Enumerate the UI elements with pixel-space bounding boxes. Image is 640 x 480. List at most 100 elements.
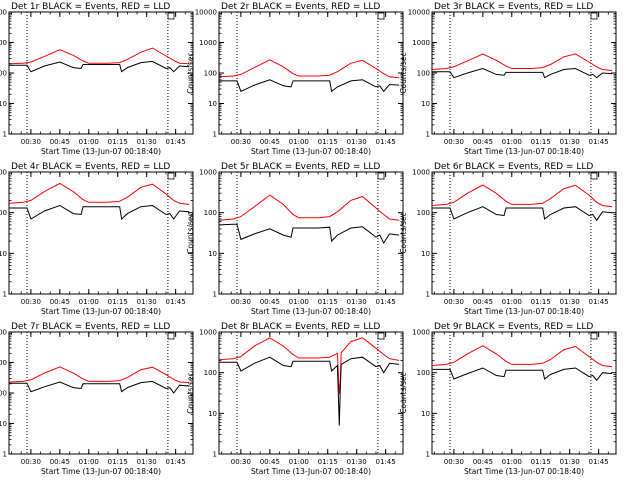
y-tick-label: 100 <box>417 70 430 78</box>
x-tick-label: 00:30 <box>231 138 251 146</box>
x-tick-label: 00:45 <box>260 298 280 306</box>
y-tick-label: 10000 <box>195 9 217 17</box>
x-tick-label: 01:00 <box>502 298 522 306</box>
x-axis-label: Start Time (13-Jun-07 00:18:40) <box>251 467 371 476</box>
x-tick-label: 00:30 <box>444 298 464 306</box>
x-axis-label: Start Time (13-Jun-07 00:18:40) <box>251 147 371 156</box>
chart-title: Det 3r BLACK = Events, RED = LLD <box>434 2 593 12</box>
plot-frame <box>8 171 194 295</box>
x-tick-label: 00:45 <box>50 138 70 146</box>
y-tick-label: 1000 <box>412 39 430 47</box>
x-tick-label: 00:30 <box>231 298 251 306</box>
chart-panel: Det 7r BLACK = Events, RED = LLD 1 10 100 10… <box>0 322 194 476</box>
chart-panel: Det 9r BLACK = Events, RED = LLD 1 10 100 10… <box>399 322 617 476</box>
chart-panel: Det 6r BLACK = Events, RED = LLD 1 10 100 10… <box>399 162 617 316</box>
x-tick-label: 01:00 <box>79 138 99 146</box>
y-tick-label: 100 <box>204 70 217 78</box>
x-tick-label: 01:30 <box>560 298 580 306</box>
x-tick-label: 00:45 <box>473 458 493 466</box>
x-tick-label: 00:45 <box>473 138 493 146</box>
y-tick-label: 100 <box>0 70 7 78</box>
x-tick-label: 00:45 <box>473 298 493 306</box>
lld-series-line <box>9 366 190 384</box>
x-tick-label: 01:45 <box>376 458 396 466</box>
events-series-line <box>432 367 613 382</box>
x-tick-label: 00:45 <box>260 138 280 146</box>
x-tick-label: 01:30 <box>347 298 367 306</box>
y-tick-label: 100 <box>417 369 430 377</box>
x-tick-label: 01:30 <box>347 138 367 146</box>
lld-series-line <box>219 194 400 221</box>
y-axis-label: Counts/sec <box>186 212 195 253</box>
y-tick-label: 1 <box>213 131 217 139</box>
plot-frame <box>431 11 617 135</box>
y-tick-label: 100 <box>417 209 430 217</box>
y-tick-label: 1 <box>213 451 217 459</box>
x-tick-label: 01:45 <box>589 298 609 306</box>
y-tick-label: 10000 <box>0 9 7 17</box>
events-series-line <box>9 204 190 221</box>
y-tick-label: 1000 <box>199 329 217 337</box>
chart-title: Det 5r BLACK = Events, RED = LLD <box>221 162 380 172</box>
y-tick-label: 1 <box>3 451 7 459</box>
y-tick-label: 10 <box>0 250 7 258</box>
x-tick-label: 00:30 <box>21 458 41 466</box>
y-tick-label: 1000 <box>0 39 7 47</box>
chart-title: Det 6r BLACK = Events, RED = LLD <box>434 162 593 172</box>
chart-title: Det 2r BLACK = Events, RED = LLD <box>221 2 380 12</box>
y-tick-label: 100 <box>0 209 7 217</box>
x-axis-label: Start Time (13-Jun-07 00:18:40) <box>464 467 584 476</box>
x-tick-label: 01:45 <box>376 298 396 306</box>
events-series-line <box>432 206 613 222</box>
lld-series-line <box>219 337 400 394</box>
y-tick-label: 1 <box>213 291 217 299</box>
x-tick-label: 01:30 <box>137 138 157 146</box>
plot-frame <box>218 171 404 295</box>
legend-box-icon <box>167 172 175 180</box>
y-tick-label: 1 <box>426 131 430 139</box>
y-axis-label: Counts/sec <box>399 52 408 93</box>
y-tick-label: 100 <box>204 369 217 377</box>
x-tick-label: 01:15 <box>318 138 338 146</box>
lld-series-line <box>9 47 190 65</box>
x-axis-label: Start Time (13-Jun-07 00:18:40) <box>41 467 161 476</box>
chart-title: Det 1r BLACK = Events, RED = LLD <box>11 2 170 12</box>
x-tick-label: 01:30 <box>347 458 367 466</box>
y-tick-label: 1 <box>3 131 7 139</box>
chart-title: Det 7r BLACK = Events, RED = LLD <box>11 322 170 332</box>
x-tick-label: 00:30 <box>444 458 464 466</box>
x-tick-label: 00:30 <box>21 298 41 306</box>
lld-series-line <box>432 345 613 368</box>
events-series-line <box>9 380 190 394</box>
legend-box-icon <box>377 332 385 340</box>
x-tick-label: 01:00 <box>502 138 522 146</box>
events-series-line <box>9 60 190 73</box>
plot-frame <box>218 331 404 455</box>
x-axis-label: Start Time (13-Jun-07 00:18:40) <box>251 307 371 316</box>
y-tick-label: 10 <box>421 410 430 418</box>
chart-panel: Det 4r BLACK = Events, RED = LLD 1 10 100 10… <box>0 162 194 316</box>
y-tick-label: 100 <box>0 390 7 398</box>
x-tick-label: 00:45 <box>50 298 70 306</box>
y-tick-label: 1 <box>3 291 7 299</box>
x-tick-label: 01:15 <box>531 298 551 306</box>
legend-box-icon <box>590 332 598 340</box>
y-tick-label: 1000 <box>199 169 217 177</box>
y-tick-label: 10 <box>421 250 430 258</box>
x-tick-label: 01:00 <box>289 138 309 146</box>
events-series-line <box>219 223 400 245</box>
lld-series-line <box>432 184 613 208</box>
plot-frame <box>218 11 404 135</box>
x-tick-label: 01:45 <box>589 138 609 146</box>
x-tick-label: 00:45 <box>260 458 280 466</box>
y-tick-label: 10 <box>208 410 217 418</box>
chart-panel: Det 1r BLACK = Events, RED = LLD 1 10 100 10… <box>0 2 194 156</box>
y-axis-label: Counts/sec <box>399 212 408 253</box>
y-tick-label: 10 <box>0 420 7 428</box>
plot-frame <box>8 331 194 455</box>
x-tick-label: 01:15 <box>531 138 551 146</box>
legend-box-icon <box>377 172 385 180</box>
y-tick-label: 1000 <box>199 39 217 47</box>
events-series-line <box>219 79 400 93</box>
plot-frame <box>431 171 617 295</box>
